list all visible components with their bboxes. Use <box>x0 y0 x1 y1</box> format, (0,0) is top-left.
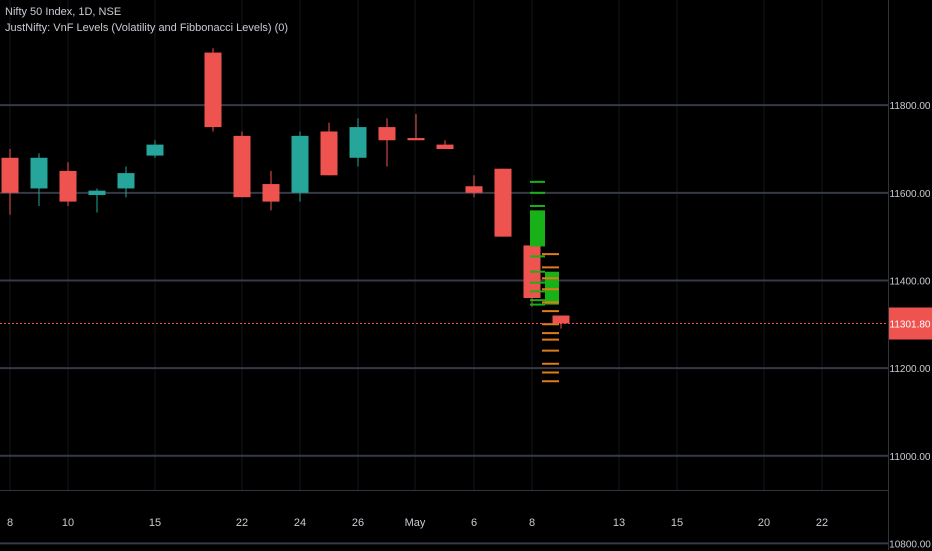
x-tick-label: 24 <box>294 517 306 529</box>
candle-body <box>204 52 222 128</box>
x-tick-label: 13 <box>613 517 625 529</box>
level-band-green <box>545 271 559 305</box>
x-tick-label: May <box>405 517 426 529</box>
x-tick-label: 15 <box>149 517 161 529</box>
chart-legend: Nifty 50 Index, 1D, NSE JustNifty: VnF L… <box>5 4 288 36</box>
y-tick-label: 10800.00 <box>889 539 931 550</box>
candle-body <box>146 144 164 156</box>
x-tick-label: 22 <box>816 517 828 529</box>
candle-body <box>291 135 309 193</box>
y-tick-label: 11800.00 <box>890 101 931 112</box>
candle-body <box>465 186 483 193</box>
y-tick-label: 11000.00 <box>890 452 931 463</box>
candle-body <box>117 173 135 189</box>
x-tick-label: 22 <box>236 517 248 529</box>
last-price-badge <box>889 307 932 340</box>
candle-body <box>494 168 512 237</box>
y-tick-label: 11400.00 <box>890 276 931 287</box>
candle-body <box>262 184 280 202</box>
x-tick-label: 26 <box>352 517 364 529</box>
candle-body <box>1 157 19 193</box>
x-tick-label: 6 <box>471 517 477 529</box>
x-tick-label: 10 <box>62 517 74 529</box>
symbol-label[interactable]: Nifty 50 Index, 1D, NSE <box>5 6 122 18</box>
last-price-label: 11301.80 <box>890 320 931 331</box>
y-tick-label: 11600.00 <box>890 189 931 200</box>
candle-body <box>552 315 570 324</box>
time-axis <box>0 490 888 551</box>
indicator-label[interactable]: JustNifty: VnF Levels (Volatility and Fi… <box>5 22 289 34</box>
candle-body <box>349 127 367 158</box>
x-tick-label: 8 <box>529 517 535 529</box>
candle-body <box>436 144 454 150</box>
x-tick-label: 20 <box>758 517 770 529</box>
x-tick-label: 15 <box>671 517 683 529</box>
level-band-green <box>530 210 545 246</box>
candle-body <box>30 157 48 189</box>
y-tick-label: 11200.00 <box>890 364 931 375</box>
candle-body <box>378 127 396 141</box>
price-axis[interactable] <box>888 0 932 550</box>
candle-body <box>407 138 425 141</box>
candle-body <box>233 135 251 198</box>
x-tick-label: 8 <box>7 517 13 529</box>
candle-body <box>88 190 106 196</box>
candle-body <box>320 131 338 176</box>
candle-body <box>59 170 77 202</box>
